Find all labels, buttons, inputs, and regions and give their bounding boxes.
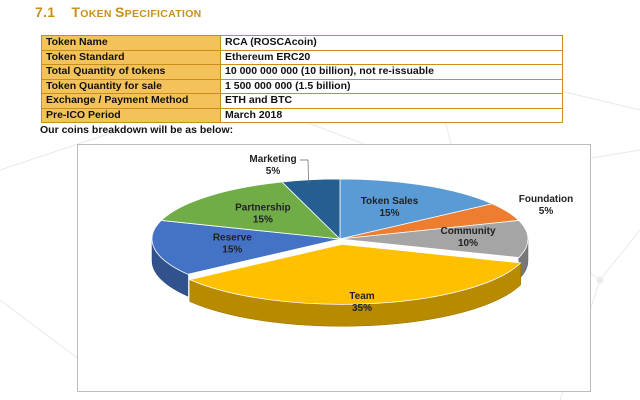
table-row: Total Quantity of tokens 10 000 000 000 … xyxy=(41,64,563,80)
slice-percent-label: 15% xyxy=(379,208,399,219)
spec-value: Ethereum ERC20 xyxy=(220,49,563,65)
section-heading: 7.1 TOKEN SPECIFICATION xyxy=(35,4,202,20)
table-row: Token Standard Ethereum ERC20 xyxy=(41,49,563,65)
spec-value: March 2018 xyxy=(220,107,563,123)
token-spec-table: Token Name RCA (ROSCAcoin) Token Standar… xyxy=(41,35,563,123)
slice-percent-label: 15% xyxy=(253,214,273,225)
slice-label: Marketing xyxy=(249,154,296,165)
slice-label: Reserve xyxy=(213,232,252,243)
spec-value: RCA (ROSCAcoin) xyxy=(220,35,563,51)
pie-slice-partnership xyxy=(160,181,342,240)
slice-label: Community xyxy=(441,226,496,237)
pie-chart-svg: Token Sales15%Foundation5%Community10%Te… xyxy=(151,154,573,327)
table-row: Token Name RCA (ROSCAcoin) xyxy=(41,35,563,51)
spec-key: Token Name xyxy=(41,35,221,51)
slice-label: Team xyxy=(349,291,374,302)
table-row: Exchange / Payment Method ETH and BTC xyxy=(41,93,563,109)
slice-label: Partnership xyxy=(235,202,291,213)
pie-slice-team xyxy=(188,243,522,305)
spec-key: Token Standard xyxy=(41,49,221,65)
table-row: Pre-ICO Period March 2018 xyxy=(41,107,563,123)
slice-percent-label: 35% xyxy=(352,303,372,314)
spec-key: Pre-ICO Period xyxy=(41,107,221,123)
pie-labels: Token Sales15%Foundation5%Community10%Te… xyxy=(213,154,573,314)
slice-label: Foundation xyxy=(519,194,573,205)
spec-key: Total Quantity of tokens xyxy=(41,64,221,80)
table-row: Token Quantity for sale 1 500 000 000 (1… xyxy=(41,78,563,94)
slice-percent-label: 10% xyxy=(458,238,478,249)
spec-value: 10 000 000 000 (10 billion), not re-issu… xyxy=(220,64,563,80)
section-title-part: T xyxy=(71,4,81,20)
pie-slice-reserve xyxy=(151,220,341,275)
slice-percent-label: 5% xyxy=(539,206,554,217)
spec-key: Token Quantity for sale xyxy=(41,78,221,94)
pie-slice-token-sales xyxy=(339,178,494,240)
pie-tops xyxy=(151,178,529,305)
pie-slice-community xyxy=(339,220,529,258)
slice-percent-label: 15% xyxy=(222,244,242,255)
slice-percent-label: 5% xyxy=(266,166,281,177)
section-number: 7.1 xyxy=(35,4,56,20)
pie-slice-marketing xyxy=(281,178,341,240)
slice-label: Token Sales xyxy=(361,196,419,207)
spec-value: ETH and BTC xyxy=(220,93,563,109)
breakdown-intro: Our coins breakdown will be as below: xyxy=(40,124,234,136)
section-title-part: OKEN xyxy=(80,8,115,20)
coin-breakdown-chart: Token Sales 15% Foundation 5% Community 10% Te… xyxy=(77,144,591,392)
section-title-part: S xyxy=(115,4,125,20)
section-title-part: PECIFICATION xyxy=(124,8,202,20)
marketing-leader-line xyxy=(300,159,309,184)
spec-key: Exchange / Payment Method xyxy=(41,93,221,109)
spec-value: 1 500 000 000 (1.5 billion) xyxy=(220,78,563,94)
